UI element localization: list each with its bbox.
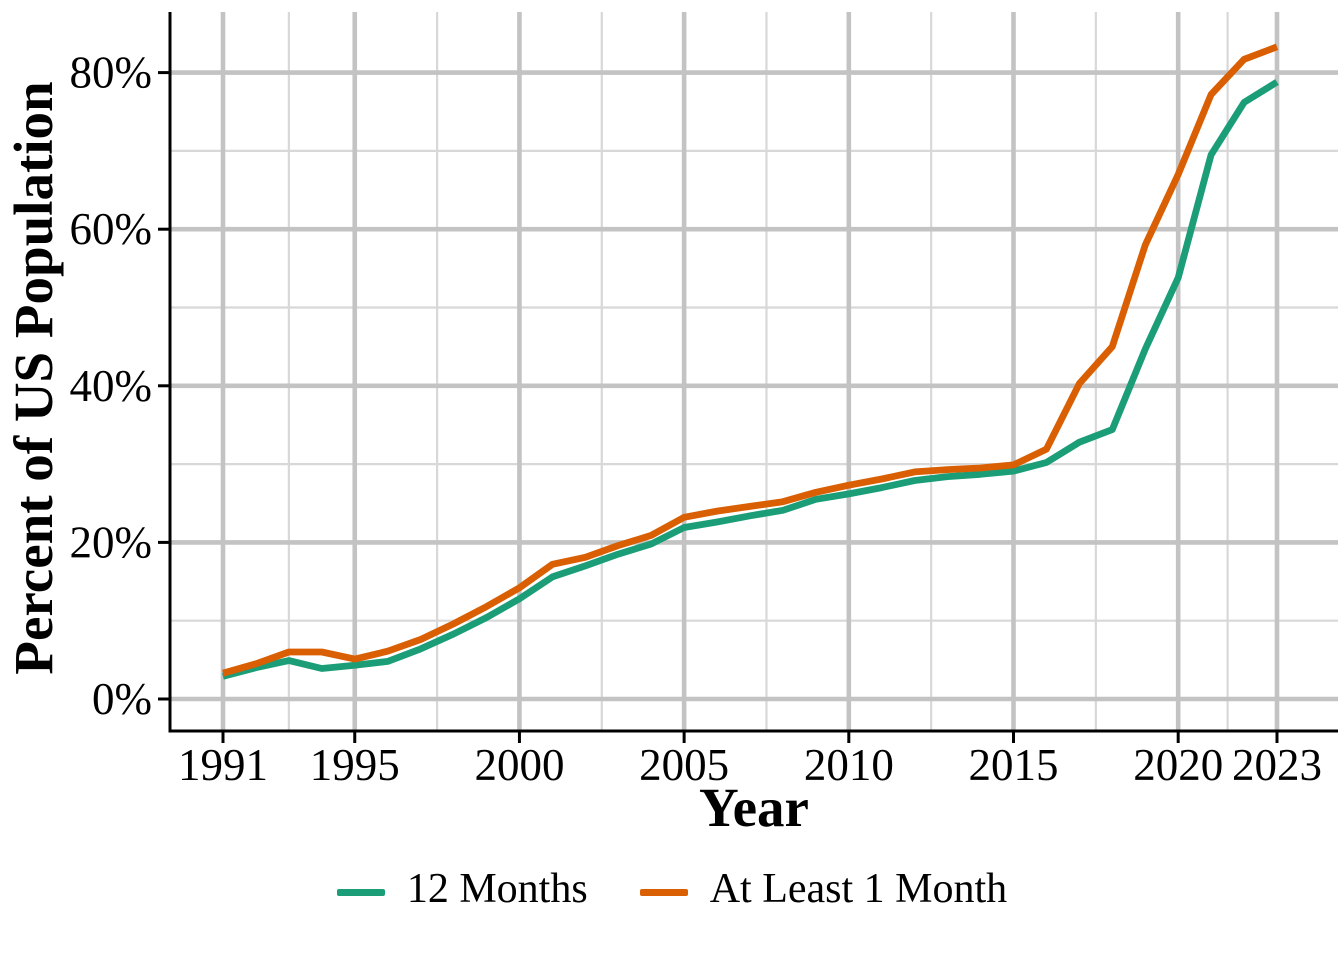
legend-swatch-12-months-icon <box>336 888 385 896</box>
y-axis-title: Percent of US Population <box>3 81 64 675</box>
y-tick-label: 60% <box>70 204 153 254</box>
x-axis-title: Year <box>699 777 809 838</box>
series-line-12-months <box>222 79 1279 680</box>
x-tick-label: 2020 <box>1133 740 1223 790</box>
minor-gridlines <box>170 12 1338 731</box>
legend: 12 Months At Least 1 Month <box>0 862 1344 922</box>
legend-label-at-least-1-month: At Least 1 Month <box>709 866 1008 912</box>
y-tick-label: 40% <box>70 361 153 411</box>
x-tick-label: 2015 <box>969 740 1059 790</box>
x-tick-label: 2023 <box>1232 740 1322 790</box>
x-axis-ticks: 1991 1995 2000 2005 2010 2015 2020 2023 <box>178 731 1322 790</box>
x-tick-label: 1995 <box>310 740 400 790</box>
y-tick-label: 80% <box>70 48 153 98</box>
series-line-at-least-1-month <box>222 43 1279 677</box>
major-gridlines <box>170 12 1338 731</box>
plot-area: 0% 20% 40% 60% 80% 1991 1995 2000 2005 2010 2015 20… <box>70 12 1338 790</box>
x-tick-label: 2005 <box>639 740 729 790</box>
legend-item-12-months: 12 Months <box>336 866 588 916</box>
y-tick-label: 0% <box>92 674 152 724</box>
x-tick-label: 2010 <box>804 740 894 790</box>
y-axis-ticks: 0% 20% 40% 60% 80% <box>70 48 170 724</box>
legend-item-at-least-1-month: At Least 1 Month <box>639 866 1008 916</box>
y-tick-label: 20% <box>70 517 153 567</box>
x-tick-label: 2000 <box>474 740 564 790</box>
legend-label-12-months: 12 Months <box>406 866 588 912</box>
x-tick-label: 1991 <box>178 740 268 790</box>
legend-swatch-at-least-1-month-icon <box>639 888 688 896</box>
axis-lines <box>168 12 1338 733</box>
